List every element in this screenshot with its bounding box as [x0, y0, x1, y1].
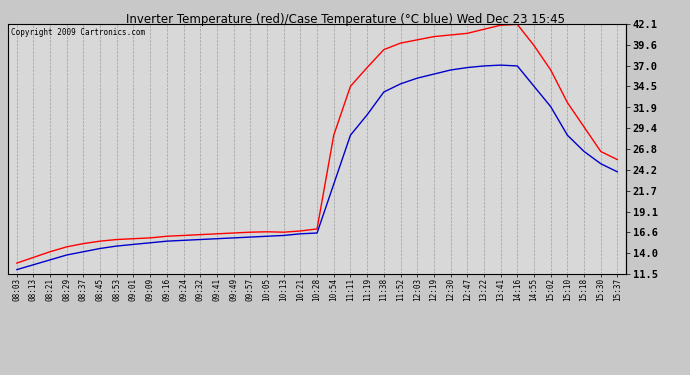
Text: Inverter Temperature (red)/Case Temperature (°C blue) Wed Dec 23 15:45: Inverter Temperature (red)/Case Temperat…: [126, 13, 564, 26]
Text: Copyright 2009 Cartronics.com: Copyright 2009 Cartronics.com: [11, 28, 146, 37]
